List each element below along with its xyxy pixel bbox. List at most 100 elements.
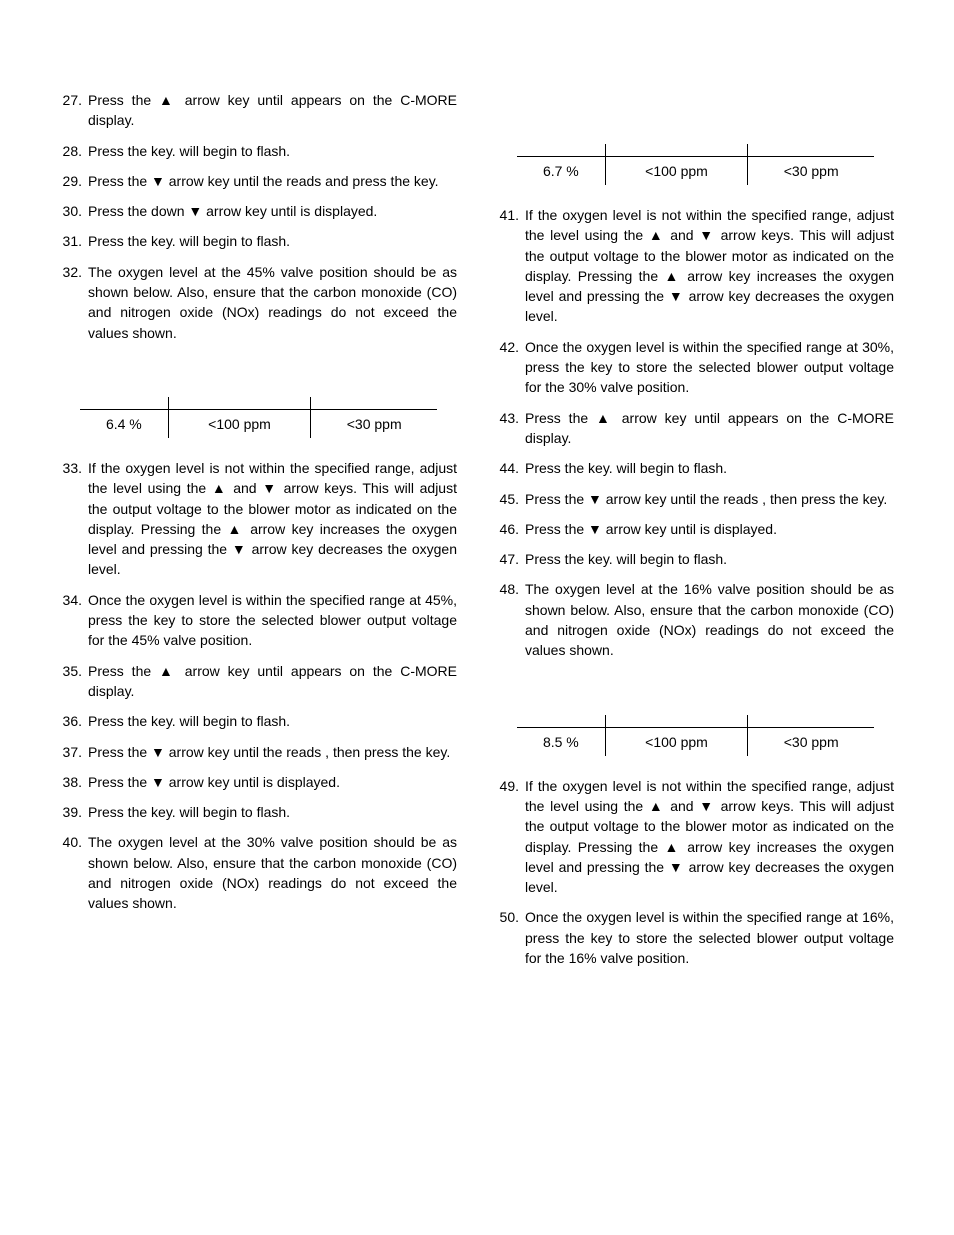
right-column: 6.7 % <100 ppm <30 ppm 41. If the oxygen…: [497, 90, 894, 978]
step-30: 30. Press the down ▼ arrow key until is …: [60, 201, 457, 221]
step-37: 37. Press the ▼ arrow key until the read…: [60, 742, 457, 762]
step-number: 36.: [60, 711, 88, 731]
steps-list-49-50: 49. If the oxygen level is not within th…: [497, 776, 894, 969]
table-header-row: [80, 397, 437, 410]
table-16pct-wrap: 8.5 % <100 ppm <30 ppm: [497, 715, 894, 756]
step-number: 49.: [497, 776, 525, 898]
step-50: 50. Once the oxygen level is within the …: [497, 907, 894, 968]
step-text: If the oxygen level is not within the sp…: [525, 205, 894, 327]
step-number: 43.: [497, 408, 525, 449]
table-cell-oxygen: 8.5 %: [517, 727, 605, 756]
step-27: 27. Press the ▲ arrow key until appears …: [60, 90, 457, 131]
step-text: If the oxygen level is not within the sp…: [525, 776, 894, 898]
step-34: 34. Once the oxygen level is within the …: [60, 590, 457, 651]
table-header-cell: [517, 144, 605, 157]
step-number: 39.: [60, 802, 88, 822]
step-text: The oxygen level at the 45% valve positi…: [88, 262, 457, 343]
table-header-cell: [168, 397, 311, 410]
table-cell-co: <100 ppm: [168, 409, 311, 438]
step-28: 28. Press the key. will begin to flash.: [60, 141, 457, 161]
step-45: 45. Press the ▼ arrow key until the read…: [497, 489, 894, 509]
step-29: 29. Press the ▼ arrow key until the read…: [60, 171, 457, 191]
table-header-row: [517, 715, 874, 728]
page: 27. Press the ▲ arrow key until appears …: [0, 0, 954, 1018]
step-number: 33.: [60, 458, 88, 580]
step-number: 35.: [60, 661, 88, 702]
steps-list-27-32: 27. Press the ▲ arrow key until appears …: [60, 90, 457, 343]
step-number: 28.: [60, 141, 88, 161]
step-text: The oxygen level at the 30% valve positi…: [88, 832, 457, 913]
step-number: 50.: [497, 907, 525, 968]
step-number: 30.: [60, 201, 88, 221]
step-44: 44. Press the key. will begin to flash.: [497, 458, 894, 478]
step-32: 32. The oxygen level at the 45% valve po…: [60, 262, 457, 343]
step-number: 40.: [60, 832, 88, 913]
left-column: 27. Press the ▲ arrow key until appears …: [60, 90, 457, 978]
step-46: 46. Press the ▼ arrow key until is displ…: [497, 519, 894, 539]
step-number: 27.: [60, 90, 88, 131]
step-number: 31.: [60, 231, 88, 251]
step-text: Press the key. will begin to flash.: [525, 458, 894, 478]
step-33: 33. If the oxygen level is not within th…: [60, 458, 457, 580]
step-36: 36. Press the key. will begin to flash.: [60, 711, 457, 731]
step-text: Once the oxygen level is within the spec…: [525, 907, 894, 968]
step-text: The oxygen level at the 16% valve positi…: [525, 579, 894, 660]
step-text: Press the key. will begin to flash.: [525, 549, 894, 569]
step-text: Press the ▼ arrow key until is displayed…: [88, 772, 457, 792]
step-text: If the oxygen level is not within the sp…: [88, 458, 457, 580]
step-number: 45.: [497, 489, 525, 509]
step-number: 42.: [497, 337, 525, 398]
step-text: Press the key. will begin to flash.: [88, 711, 457, 731]
step-42: 42. Once the oxygen level is within the …: [497, 337, 894, 398]
table-cell-nox: <30 ppm: [748, 727, 874, 756]
step-47: 47. Press the key. will begin to flash.: [497, 549, 894, 569]
step-number: 32.: [60, 262, 88, 343]
step-text: Press the key. will begin to flash.: [88, 802, 457, 822]
table-header-cell: [748, 715, 874, 728]
step-38: 38. Press the ▼ arrow key until is displ…: [60, 772, 457, 792]
table-header-row: [517, 144, 874, 157]
two-column-layout: 27. Press the ▲ arrow key until appears …: [60, 90, 894, 978]
step-number: 46.: [497, 519, 525, 539]
step-text: Press the ▼ arrow key until is displayed…: [525, 519, 894, 539]
table-cell-nox: <30 ppm: [311, 409, 437, 438]
table-data-row: 8.5 % <100 ppm <30 ppm: [517, 727, 874, 756]
table-30pct-wrap: 6.7 % <100 ppm <30 ppm: [497, 144, 894, 185]
step-text: Press the ▲ arrow key until appears on t…: [525, 408, 894, 449]
step-39: 39. Press the key. will begin to flash.: [60, 802, 457, 822]
steps-list-33-40: 33. If the oxygen level is not within th…: [60, 458, 457, 914]
step-40: 40. The oxygen level at the 30% valve po…: [60, 832, 457, 913]
table-30pct: 6.7 % <100 ppm <30 ppm: [517, 144, 874, 185]
step-text: Press the ▲ arrow key until appears on t…: [88, 90, 457, 131]
table-header-cell: [605, 144, 748, 157]
table-header-cell: [748, 144, 874, 157]
table-cell-co: <100 ppm: [605, 157, 748, 186]
table-cell-co: <100 ppm: [605, 727, 748, 756]
table-header-cell: [311, 397, 437, 410]
step-35: 35. Press the ▲ arrow key until appears …: [60, 661, 457, 702]
table-45pct: 6.4 % <100 ppm <30 ppm: [80, 397, 437, 438]
step-text: Once the oxygen level is within the spec…: [88, 590, 457, 651]
table-data-row: 6.7 % <100 ppm <30 ppm: [517, 157, 874, 186]
step-number: 41.: [497, 205, 525, 327]
table-cell-oxygen: 6.7 %: [517, 157, 605, 186]
table-16pct: 8.5 % <100 ppm <30 ppm: [517, 715, 874, 756]
step-text: Once the oxygen level is within the spec…: [525, 337, 894, 398]
steps-list-41-48: 41. If the oxygen level is not within th…: [497, 205, 894, 661]
step-number: 34.: [60, 590, 88, 651]
step-48: 48. The oxygen level at the 16% valve po…: [497, 579, 894, 660]
step-text: Press the down ▼ arrow key until is disp…: [88, 201, 457, 221]
table-cell-nox: <30 ppm: [748, 157, 874, 186]
step-number: 48.: [497, 579, 525, 660]
step-text: Press the ▲ arrow key until appears on t…: [88, 661, 457, 702]
step-text: Press the key. will begin to flash.: [88, 141, 457, 161]
step-number: 37.: [60, 742, 88, 762]
step-49: 49. If the oxygen level is not within th…: [497, 776, 894, 898]
step-text: Press the key. will begin to flash.: [88, 231, 457, 251]
table-header-cell: [517, 715, 605, 728]
table-cell-oxygen: 6.4 %: [80, 409, 168, 438]
step-text: Press the ▼ arrow key until the reads , …: [525, 489, 894, 509]
table-data-row: 6.4 % <100 ppm <30 ppm: [80, 409, 437, 438]
step-text: Press the ▼ arrow key until the reads , …: [88, 742, 457, 762]
step-text: Press the ▼ arrow key until the reads an…: [88, 171, 457, 191]
